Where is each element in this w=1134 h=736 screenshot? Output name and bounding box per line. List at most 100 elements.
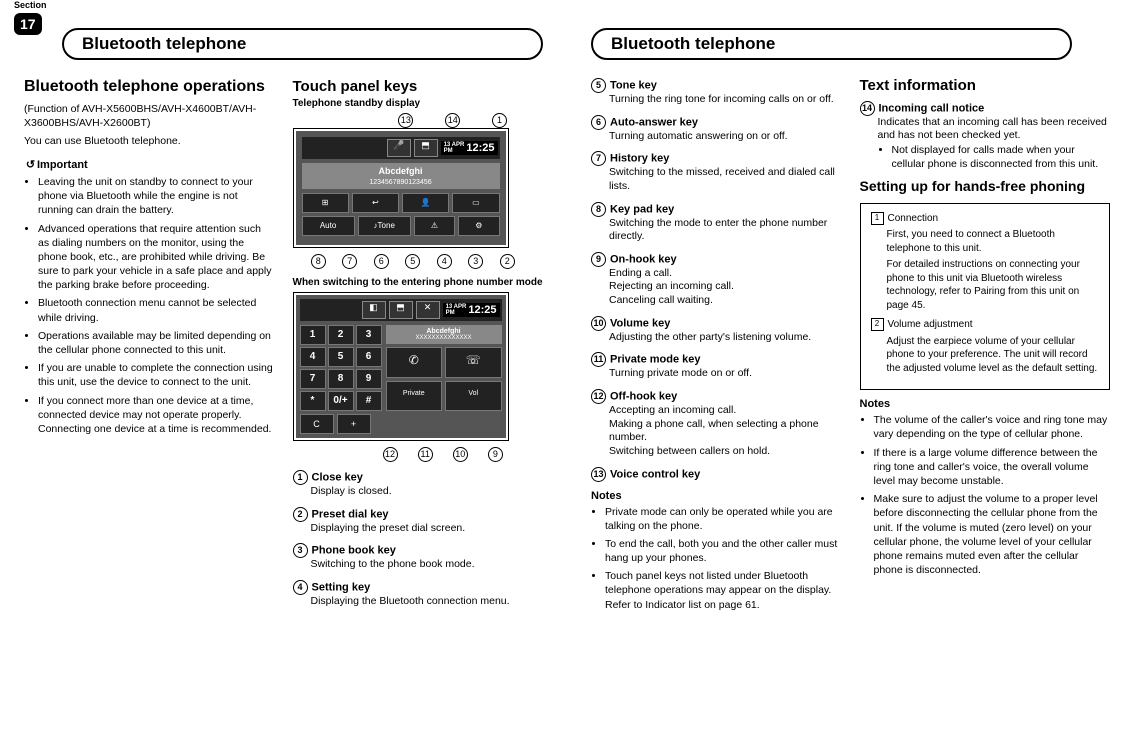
keydef-item: 1Close keyDisplay is closed. [293,470,544,499]
note-item: To end the call, both you and the other … [605,537,842,565]
voice-icon: 🎤 [387,139,411,157]
important-bullet: If you connect more than one device at a… [38,394,275,437]
keydef-item: 7History keySwitching to the missed, rec… [591,151,842,193]
important-label: Important [24,158,275,171]
right-page: Bluetooth telephone 5Tone keyTurning the… [567,0,1134,736]
keydef-item: 6Auto-answer keyTurning automatic answer… [591,115,842,144]
kp-icon1: ◧ [362,301,386,319]
notes-title-1: Notes [591,490,842,502]
shot2-bottom-callouts: 1211109 [293,447,544,462]
keydef-desc: Switching between callers on hold. [609,445,842,459]
note-item: If there is a large volume difference be… [874,446,1111,489]
keydef-title: Volume key [610,317,670,329]
setting-icon: ⚙ [458,216,499,236]
keydefs-group-b: 5Tone keyTurning the ring tone for incom… [591,78,842,482]
notes-title-2: Notes [860,398,1111,410]
preset-icon: ▭ [452,193,499,213]
setup-step-number: 2 [871,318,884,331]
keydef-desc: Making a phone call, when selecting a ph… [609,418,842,445]
keydef-item: 4Setting keyDisplaying the Bluetooth con… [293,580,544,609]
keydef-number: 2 [293,507,308,522]
keydef-number: 10 [591,316,606,331]
ops-subline: (Function of AVH-X5600BHS/AVH-X4600BT/AV… [24,102,275,130]
callout-marker: 11 [418,447,433,462]
bt-device-display: Abcdefghi 1234567890123456 [302,163,500,189]
notes-list-1: Private mode can only be operated while … [591,505,842,612]
keypad-key: 2 [328,325,354,345]
setup-step-title: Volume adjustment [888,319,973,330]
setup-step: 1 Connection First, you need to connect a … [871,212,1100,313]
keydef-desc: Turning automatic answering on or off. [609,130,842,144]
section-label: Section [14,0,47,10]
manual-spread: Section 17 Bluetooth telephone Bluetooth… [0,0,1134,736]
touch-panel-shot-standby: 🎤 ⬒ 13 APRPM 12:25 Abcdefghi 12345678901… [293,128,509,248]
section-tab: Section 17 [14,0,47,35]
setup-step: 2Volume adjustmentAdjust the earpiece vo… [871,318,1100,375]
important-bullet: Leaving the unit on standby to connect t… [38,175,275,218]
callout-marker: 5 [405,254,420,269]
keydef-desc: Ending a call. [609,267,842,281]
callout-marker: 9 [488,447,503,462]
clock-display: 13 APRPM 12:25 [441,141,498,155]
onhook-icon: ☏ [445,347,502,378]
keypad-key: 7 [300,369,326,389]
keydef-item: 2Preset dial keyDisplaying the preset di… [293,507,544,536]
keydef-title: History key [610,153,669,165]
keypad-key: 1 [300,325,326,345]
keydef-number: 12 [591,389,606,404]
keydef-number: 8 [591,202,606,217]
shot1-top-callouts: 13141 [293,113,544,128]
keydef-title: Voice control key [610,468,700,480]
close-icon: ✕ [416,301,440,319]
setup-title: Setting up for hands-free phoning [860,179,1111,194]
callout-marker: 4 [437,254,452,269]
keydef-title: Setting key [312,581,371,593]
shot1-row1: ⊞ ↩ 👤 ▭ [302,193,500,213]
shot2-top-row: ◧ ⬒ ✕ 13 APRPM 12:25 [300,299,502,321]
keydef-number: 1 [293,470,308,485]
setup-box: 1 Connection First, you need to connect a … [860,203,1111,391]
keydef-title: Private mode key [610,354,701,366]
setup-step-desc: For detailed instructions on connecting … [887,258,1100,312]
keypad-key: # [356,391,382,411]
setup-step-title: Connection [888,213,939,224]
keydef-number: 5 [591,78,606,93]
callout-marker: 2 [500,254,515,269]
setup-step-desc: First, you need to connect a Bluetooth t… [887,228,1100,255]
keydef-title: Off-hook key [610,390,677,402]
widget-icon: ⬒ [414,139,438,157]
callout-marker: 1 [492,113,507,128]
chapter-title-right: Bluetooth telephone [591,28,1072,60]
keydef-title: Key pad key [610,203,674,215]
auto-answer-icon: Auto [302,216,355,236]
important-bullet: If you are unable to complete the connec… [38,361,275,389]
clear-key: C [300,414,334,434]
tone-icon: ♪Tone [358,216,411,236]
touch-panel-shot-keypad: ◧ ⬒ ✕ 13 APRPM 12:25 123456789*0/+# [293,292,509,441]
shot2-caption: When switching to the entering phone num… [293,277,544,288]
keydef-desc: Turning the ring tone for incoming calls… [609,93,842,107]
keydef-desc: Switching the mode to enter the phone nu… [609,217,842,244]
keydefs-group-a: 1Close keyDisplay is closed. 2Preset dial… [293,470,544,609]
keydef-item: 3Phone book keySwitching to the phone bo… [293,543,544,572]
callout-marker: 6 [374,254,389,269]
keydef-desc: Switching to the missed, received and di… [609,166,842,193]
keydef-item: 11Private mode keyTurning private mode o… [591,352,842,381]
keydef-item: 5Tone keyTurning the ring tone for incom… [591,78,842,107]
keydef-desc: Displaying the Bluetooth connection menu… [311,595,544,609]
keypad-key: 9 [356,369,382,389]
keydef-number: 11 [591,352,606,367]
keydef-item: 8 Key pad key Switching the mode to enter … [591,202,842,244]
keydef-desc: Switching to the phone book mode. [311,558,544,572]
ops-intro: You can use Bluetooth telephone. [24,134,275,148]
shot1-row2: Auto ♪Tone ⚠ ⚙ [302,216,500,236]
callout-marker: 8 [311,254,326,269]
setup-step-number: 1 [871,212,884,225]
keydef-item: 9On-hook keyEnding a call.Rejecting an i… [591,252,842,308]
important-bullet: Operations available may be limited depe… [38,329,275,357]
left-col-1: Bluetooth telephone operations (Function… [24,78,275,617]
keydef-title: Phone book key [312,545,396,557]
keydef-desc: Canceling call waiting. [609,294,842,308]
keypad-key: 5 [328,347,354,367]
history-icon: ↩ [352,193,399,213]
